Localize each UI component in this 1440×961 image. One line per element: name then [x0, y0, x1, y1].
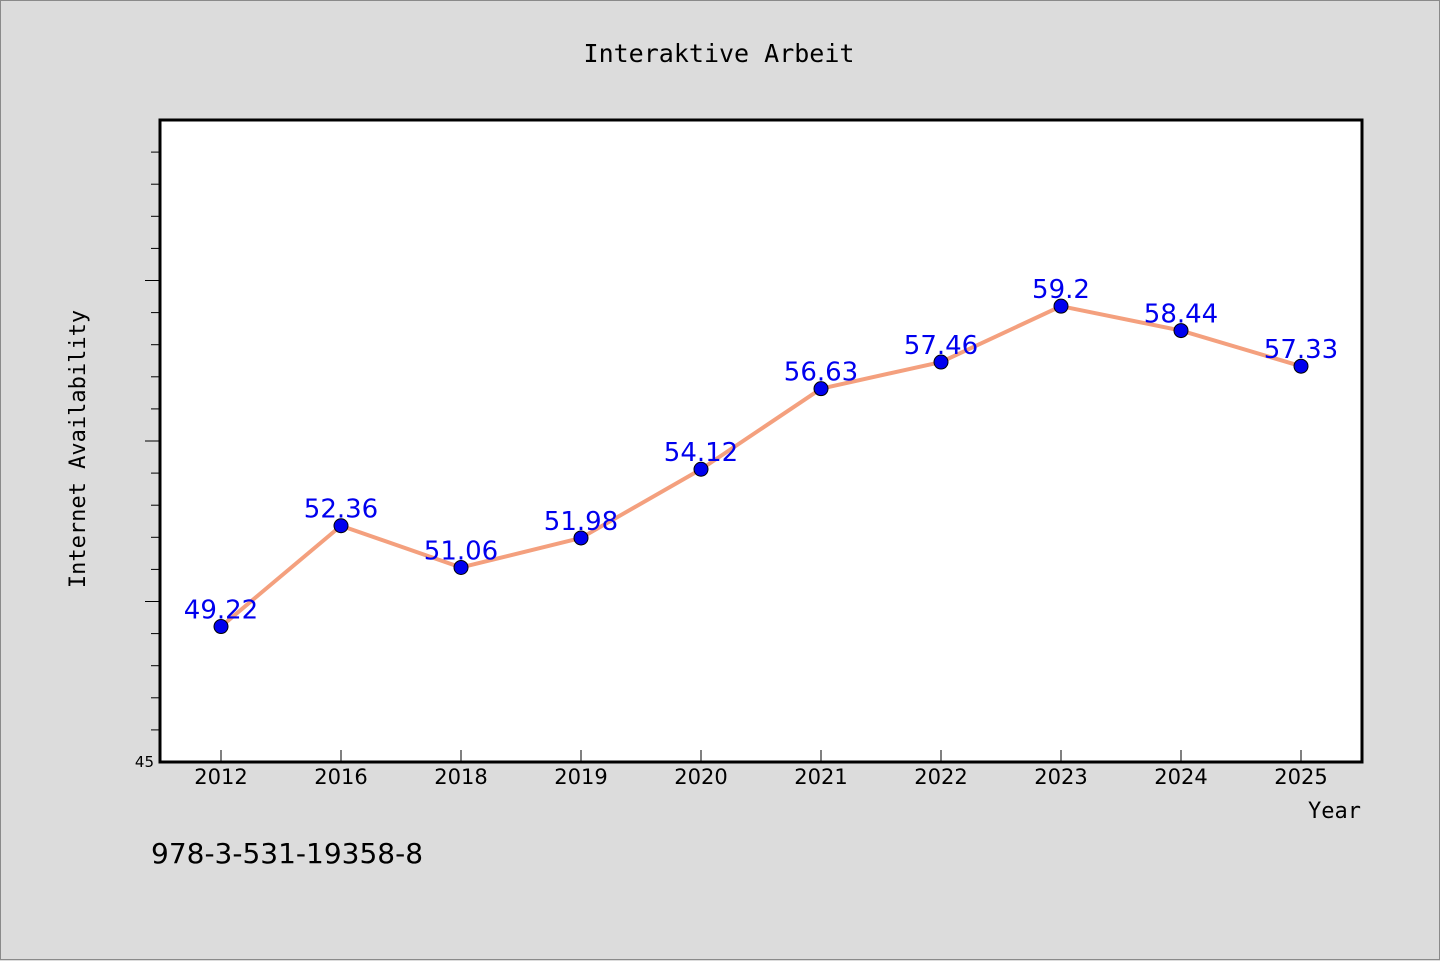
y-tick-label: 45	[135, 753, 154, 771]
data-label: 51.06	[424, 536, 498, 566]
x-axis-ticks	[220, 750, 1302, 762]
data-point	[453, 559, 469, 575]
data-label: 58.44	[1144, 300, 1218, 330]
x-tick-label: 2025	[1274, 765, 1327, 789]
x-tick-label: 2018	[434, 765, 487, 789]
x-tick-label: 2024	[1154, 765, 1207, 789]
x-tick-label: 2012	[194, 765, 247, 789]
footer-code: 978-3-531-19358-8	[151, 837, 423, 870]
data-point	[933, 354, 949, 370]
data-point	[333, 518, 349, 534]
data-point	[693, 461, 709, 477]
data-point	[1293, 358, 1309, 374]
data-labels: 49.22 52.36 51.06 51.98 54.12 56.63 57.46 59.2 5…	[184, 275, 1338, 625]
chart-title: Interaktive Arbeit	[584, 39, 855, 68]
data-point	[813, 381, 829, 397]
data-point	[1173, 323, 1189, 339]
series-line	[219, 304, 1302, 629]
data-markers	[213, 298, 1309, 635]
data-point	[213, 619, 229, 635]
data-label: 49.22	[184, 596, 258, 626]
plot-area	[158, 118, 1364, 764]
x-tick-label: 2022	[914, 765, 967, 789]
x-axis-tick-labels: 2012 2016 2018 2019 2020 2021 2022 2023 2024 2025	[194, 765, 1327, 789]
data-label: 59.2	[1032, 275, 1090, 305]
x-tick-label: 2016	[314, 765, 367, 789]
data-label: 51.98	[544, 507, 618, 537]
y-axis-ticks	[145, 151, 159, 731]
data-point	[573, 530, 589, 546]
data-label: 57.33	[1264, 335, 1338, 365]
series-line-group	[219, 304, 1302, 629]
data-label: 54.12	[664, 438, 738, 468]
x-tick-label: 2023	[1034, 765, 1087, 789]
x-axis-label: Year	[1308, 799, 1361, 824]
data-label: 57.46	[904, 331, 978, 361]
x-tick-label: 2020	[674, 765, 727, 789]
data-label: 56.63	[784, 358, 858, 388]
x-tick-label: 2021	[794, 765, 847, 789]
data-label: 52.36	[304, 495, 378, 525]
y-axis-label: Internet Availability	[66, 310, 91, 588]
data-point	[1053, 298, 1069, 314]
x-tick-label: 2019	[554, 765, 607, 789]
